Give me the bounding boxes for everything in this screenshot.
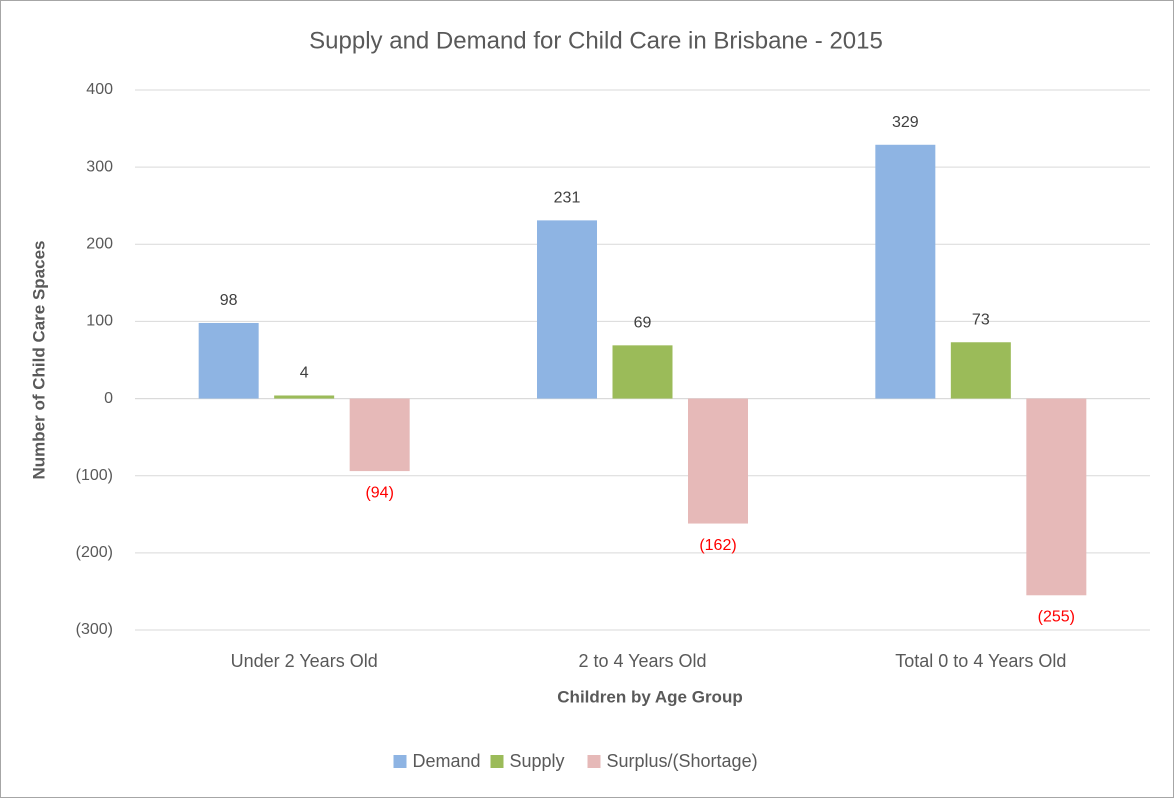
x-tick-label: 2 to 4 Years Old [578, 651, 706, 671]
y-tick-label: 0 [104, 390, 113, 407]
y-tick-label: 100 [86, 313, 113, 330]
legend-swatch [393, 755, 407, 768]
bar [349, 398, 410, 472]
bar [537, 220, 597, 399]
bar [875, 144, 936, 399]
data-label: 69 [634, 315, 652, 332]
data-label: 4 [300, 365, 309, 382]
y-tick-label: (200) [76, 544, 113, 561]
data-label: 329 [892, 114, 919, 131]
data-label: (255) [1038, 609, 1075, 626]
legend-label: Supply [510, 751, 565, 771]
data-label: 73 [972, 311, 990, 328]
y-axis-title: Number of Child Care Spaces [29, 240, 48, 479]
y-tick-label: 300 [86, 158, 113, 175]
bar [950, 342, 1011, 399]
legend-swatch [490, 755, 504, 768]
y-tick-label: 400 [86, 81, 113, 98]
x-tick-label: Total 0 to 4 Years Old [895, 651, 1066, 671]
y-tick-label: 200 [86, 236, 113, 253]
bar [612, 345, 673, 399]
bar [198, 322, 259, 399]
y-tick-label: (300) [76, 621, 113, 638]
legend-label: Surplus/(Shortage) [607, 751, 758, 771]
bar [688, 398, 748, 524]
data-label: 231 [554, 190, 581, 207]
x-tick-label: Under 2 Years Old [231, 651, 378, 671]
data-label: (162) [699, 537, 736, 554]
legend-swatch [587, 755, 601, 768]
data-label: (94) [365, 484, 393, 501]
data-label: 98 [220, 292, 238, 309]
bar [1026, 398, 1087, 596]
y-tick-label: (100) [76, 467, 113, 484]
x-axis-title: Children by Age Group [557, 687, 742, 706]
chart-title: Supply and Demand for Child Care in Bris… [309, 27, 883, 54]
legend-label: Demand [413, 751, 481, 771]
bar [274, 395, 335, 399]
